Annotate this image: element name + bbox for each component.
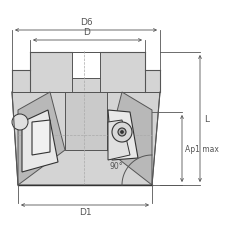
Polygon shape <box>145 70 160 92</box>
Polygon shape <box>22 110 58 172</box>
Circle shape <box>118 128 126 136</box>
Text: Ap1 max: Ap1 max <box>185 144 219 154</box>
Polygon shape <box>108 120 130 160</box>
Circle shape <box>112 122 132 142</box>
Polygon shape <box>32 120 50 155</box>
Circle shape <box>12 114 28 130</box>
Polygon shape <box>108 110 138 160</box>
Polygon shape <box>65 92 107 150</box>
Polygon shape <box>30 52 145 92</box>
Circle shape <box>120 131 124 133</box>
Text: D6: D6 <box>80 18 92 27</box>
Text: D1: D1 <box>79 208 91 217</box>
Polygon shape <box>18 92 65 185</box>
Polygon shape <box>12 92 160 185</box>
Text: D: D <box>84 28 90 37</box>
Text: 90°: 90° <box>109 162 123 171</box>
Polygon shape <box>107 92 152 185</box>
Polygon shape <box>12 70 30 92</box>
Polygon shape <box>72 52 100 78</box>
Text: L: L <box>204 114 209 124</box>
